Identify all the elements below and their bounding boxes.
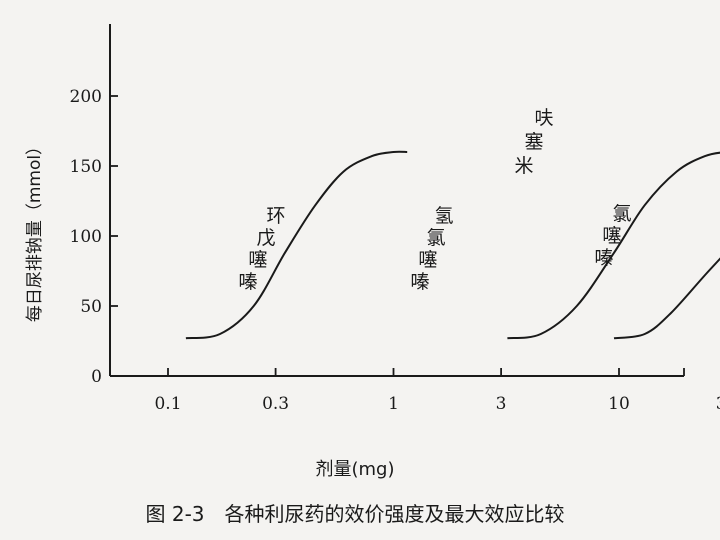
series-label-char: 噻 bbox=[602, 225, 621, 247]
series-label-char: 嗪 bbox=[594, 247, 613, 269]
x-tick-label: 1 bbox=[388, 394, 399, 414]
x-tick-label: 30 bbox=[716, 394, 720, 414]
series-label-char: 米 bbox=[514, 155, 533, 177]
series-label-char: 氯 bbox=[426, 227, 445, 249]
x-tick-label: 3 bbox=[496, 394, 507, 414]
x-tick-label: 0.3 bbox=[262, 394, 289, 414]
y-axis-title: 每日尿排钠量（mmol） bbox=[25, 138, 45, 322]
series-label-char: 嗪 bbox=[238, 271, 257, 293]
y-tick-label: 150 bbox=[70, 157, 102, 177]
y-tick-label: 200 bbox=[70, 87, 102, 107]
series-line-0 bbox=[185, 150, 408, 340]
series-label-2: 呋塞米 bbox=[514, 107, 553, 177]
series-label-char: 氯 bbox=[612, 203, 631, 225]
y-axis: 0 50 100 150 200 bbox=[70, 24, 118, 387]
series-label-char: 噻 bbox=[248, 249, 267, 271]
series-label-char: 环 bbox=[266, 205, 285, 227]
y-tick-label: 0 bbox=[91, 367, 102, 387]
series-label-char: 噻 bbox=[418, 249, 437, 271]
series-label-char: 氢 bbox=[434, 205, 453, 227]
series-label-char: 戊 bbox=[256, 227, 275, 249]
series-label-3: 氯噻嗪 bbox=[594, 203, 631, 269]
series-label-char: 呋 bbox=[534, 107, 553, 129]
series-label-char: 塞 bbox=[524, 131, 543, 153]
series-line-1 bbox=[507, 151, 720, 340]
figure-caption: 图 2-3 各种利尿药的效价强度及最大效应比较 bbox=[145, 502, 564, 526]
x-axis-title: 剂量(mg) bbox=[315, 459, 394, 480]
series-line-2 bbox=[613, 257, 720, 340]
series-curves bbox=[185, 150, 720, 340]
x-axis: 0.10.31310301003001000 bbox=[110, 368, 720, 414]
y-tick-label: 50 bbox=[80, 297, 102, 317]
y-tick-label: 100 bbox=[70, 227, 102, 247]
x-tick-label: 0.1 bbox=[154, 394, 181, 414]
x-tick-label: 10 bbox=[608, 394, 630, 414]
series-label-char: 嗪 bbox=[410, 271, 429, 293]
